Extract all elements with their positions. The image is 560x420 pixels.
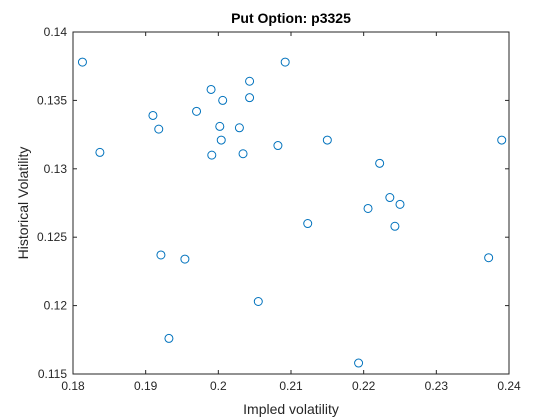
- data-point: [77, 57, 87, 67]
- data-point: [280, 57, 290, 67]
- data-point: [206, 84, 216, 94]
- data-point: [375, 158, 385, 168]
- x-axis-label: Impled volatility: [243, 401, 339, 417]
- data-point: [164, 333, 174, 343]
- y-tick-label: 0.125: [37, 230, 67, 244]
- x-tick-label: 0.24: [497, 379, 521, 393]
- y-tick-label: 0.13: [44, 162, 68, 176]
- data-point: [154, 124, 164, 134]
- data-point: [245, 76, 255, 86]
- y-axis-label: Historical Volatility: [15, 147, 31, 260]
- data-point: [245, 93, 255, 103]
- data-point: [234, 123, 244, 133]
- data-point: [180, 254, 190, 264]
- x-tick-label: 0.21: [279, 379, 303, 393]
- data-point: [192, 106, 202, 116]
- data-point: [497, 135, 507, 145]
- data-point: [253, 296, 263, 306]
- data-point: [273, 141, 283, 151]
- data-point: [238, 149, 248, 159]
- data-point: [390, 221, 400, 231]
- x-tick-label: 0.18: [61, 379, 85, 393]
- data-point: [363, 203, 373, 213]
- plot-area: 0.18 0.19 0.2 0.21 0.22 0.23 0.24 0.1150.120.1…: [37, 25, 521, 393]
- data-point: [95, 147, 105, 157]
- data-point: [484, 253, 494, 263]
- y-axis: 0.115 0.12 0.125 0.13 0.135 0.14: [37, 25, 509, 381]
- y-tick-label: 0.12: [44, 299, 68, 313]
- data-points: [77, 57, 507, 368]
- data-point: [216, 135, 226, 145]
- data-point: [156, 250, 166, 260]
- data-point: [354, 358, 364, 368]
- x-axis: 0.18 0.19 0.2 0.21 0.22 0.23 0.24: [61, 32, 521, 393]
- x-tick-label: 0.23: [425, 379, 449, 393]
- data-point: [215, 121, 225, 131]
- x-tick-label: 0.19: [134, 379, 158, 393]
- x-tick-label: 0.2: [210, 379, 227, 393]
- data-point: [395, 199, 405, 209]
- data-point: [148, 110, 158, 120]
- data-point: [207, 150, 217, 160]
- chart-title: Put Option: p3325: [231, 10, 351, 26]
- data-point: [218, 95, 228, 105]
- y-tick-label: 0.135: [37, 93, 67, 107]
- y-tick-label: 0.14: [44, 25, 68, 39]
- axes-box: [72, 31, 510, 375]
- data-point: [303, 219, 313, 229]
- x-tick-label: 0.22: [352, 379, 376, 393]
- y-tick-label: 0.115: [38, 367, 67, 381]
- data-point: [385, 193, 395, 203]
- data-point: [322, 135, 332, 145]
